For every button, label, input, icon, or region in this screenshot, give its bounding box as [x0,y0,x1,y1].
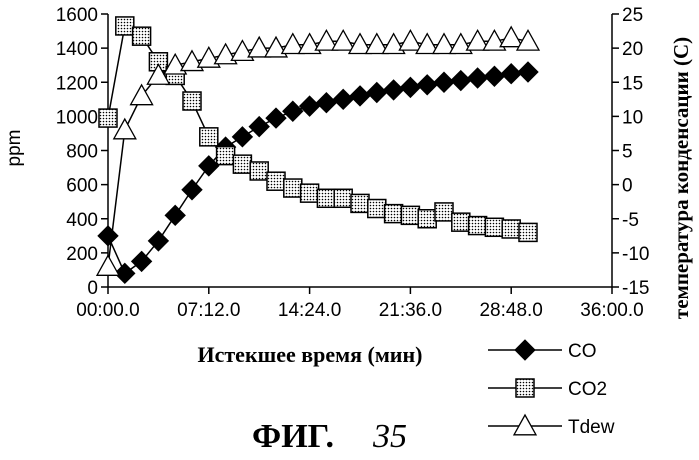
legend-marker-co2 [516,379,534,397]
data-point-co2 [99,109,117,127]
data-point-co2 [469,217,487,235]
y-right-tick-label: 0 [622,176,633,197]
data-point-co [350,86,370,106]
data-point-co [232,127,252,147]
y-right-tick-label: -5 [622,210,639,231]
data-point-co2 [485,218,503,236]
axes [108,14,612,287]
data-point-co2 [183,92,201,110]
data-point-co2 [233,155,251,173]
y-right-tick-label: 15 [622,73,643,94]
data-point-co2 [452,213,470,231]
series [97,17,539,283]
y-right-tick-label: 20 [622,39,643,60]
legend-marker-tdew [514,415,536,435]
x-axis-label: Истекшее время (мин) [198,342,423,367]
data-point-co [434,72,454,92]
data-point-co2 [334,189,352,207]
y-right-tick-label: -15 [622,278,649,299]
legend-entry-co2: CO2 [488,379,607,400]
y-axis-right-label: температура конденсации (С) [669,37,693,319]
y-left-tick-label: 0 [87,278,98,299]
data-point-co2 [217,147,235,165]
data-point-co2 [267,172,285,190]
y-left-tick-label: 400 [66,210,98,231]
y-left-tick-label: 200 [66,244,98,265]
data-point-co2 [519,223,537,241]
x-tick-label: 14:24.0 [278,300,341,321]
figure-caption: ФИГ. 35 [252,418,407,455]
data-point-co2 [301,184,319,202]
y-right-tick-label: 5 [622,142,633,163]
figure-caption-prefix: ФИГ. [252,418,334,455]
x-tick-label: 28:48.0 [479,300,542,321]
data-point-co2 [116,17,134,35]
data-point-co [300,96,320,116]
data-point-co [484,66,504,86]
data-point-co2 [502,220,520,238]
data-point-tdew [131,85,153,105]
data-point-co2 [133,27,151,45]
data-point-co [148,231,168,251]
legend-label-co: CO [568,341,597,362]
data-point-co [384,80,404,100]
data-point-co [316,93,336,113]
data-point-co [333,89,353,109]
y-right-tick-label: -10 [622,244,649,265]
data-point-co [501,64,521,84]
x-tick-label: 07:12.0 [177,300,240,321]
data-point-co [451,71,471,91]
data-point-co [165,205,185,225]
data-point-co2 [250,162,268,180]
data-point-co2 [351,194,369,212]
data-point-co2 [284,179,302,197]
y-left-tick-label: 1600 [56,5,98,26]
y-right-tick-label: 10 [622,107,643,128]
y-left-tick-label: 800 [66,142,98,163]
legend-label-co2: CO2 [568,379,607,400]
data-point-co2 [368,200,386,218]
data-point-co [417,75,437,95]
data-point-co [182,180,202,200]
data-point-co [132,251,152,271]
y-left-tick-label: 600 [66,176,98,197]
data-point-co2 [385,205,403,223]
legend: CO CO2 Tdew [488,340,615,438]
legend-label-tdew: Tdew [568,417,615,438]
data-point-co2 [435,203,453,221]
figure-caption-number: 35 [372,418,407,455]
legend-entry-tdew: Tdew [488,415,615,438]
data-point-tdew [500,27,522,47]
data-point-co2 [401,206,419,224]
legend-marker-co [515,340,535,360]
data-point-co2 [200,128,218,146]
data-point-co2 [418,210,436,228]
data-point-co [400,77,420,97]
y-left-tick-label: 1200 [56,73,98,94]
y-left-tick-label: 1400 [56,39,98,60]
legend-entry-co: CO [488,340,597,362]
data-point-co [518,62,538,82]
y-right-tick-label: 25 [622,5,643,26]
x-tick-label: 00:00.0 [76,300,139,321]
y-axis-left-label: ppm [4,130,25,167]
x-tick-label: 36:00.0 [580,300,643,321]
data-point-tdew [97,256,119,276]
data-point-co2 [317,189,335,207]
y-left-tick-label: 1000 [56,107,98,128]
data-point-tdew [399,30,421,50]
data-point-tdew [332,30,354,50]
data-point-co [367,82,387,102]
series-co [98,62,538,283]
x-tick-label: 21:36.0 [379,300,442,321]
data-point-co [249,117,269,137]
data-point-co [468,68,488,88]
data-point-co [98,226,118,246]
